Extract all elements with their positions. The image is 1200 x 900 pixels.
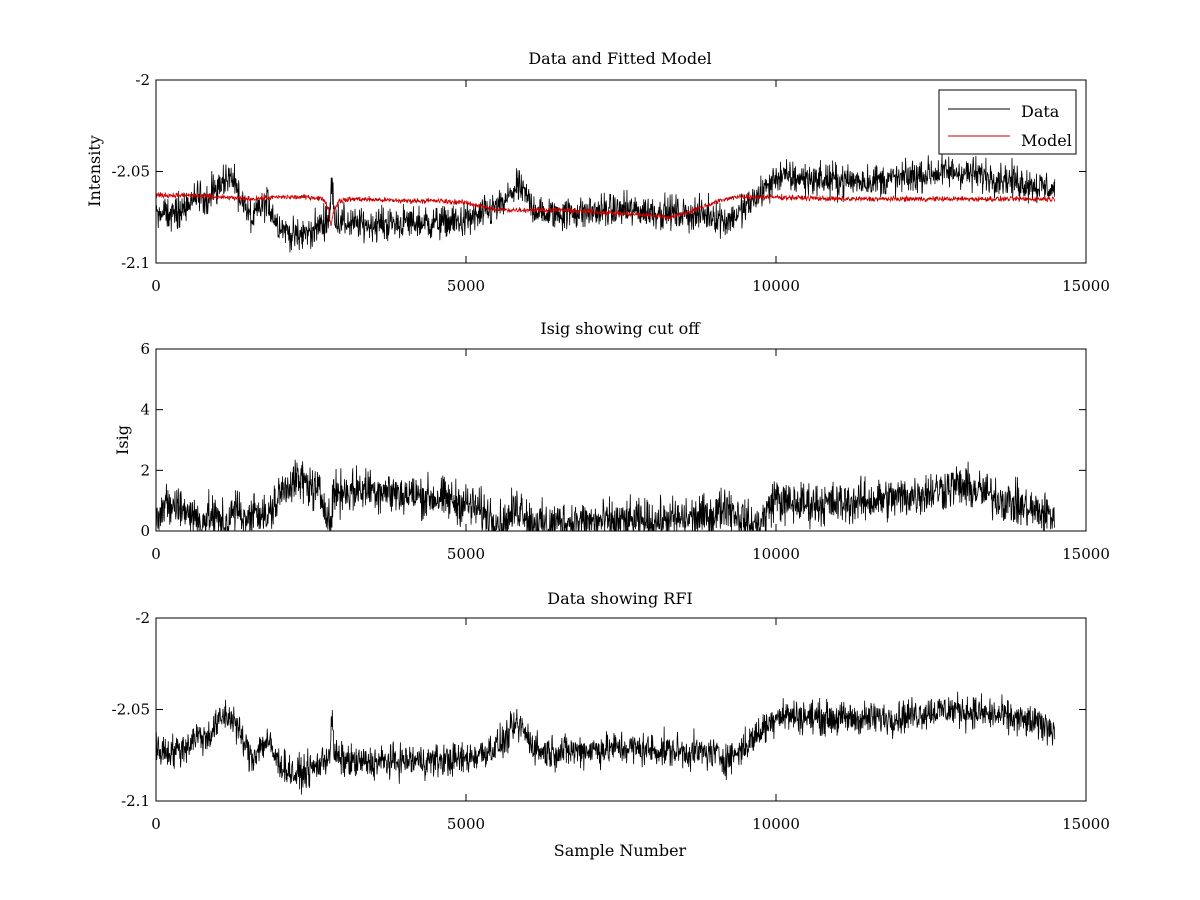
series-line-signal-panel-2: [156, 459, 1056, 531]
panel-2-axes: 0 5000 10000 15000 0 2 4 6: [140, 340, 1109, 563]
x-tick-label: 5000: [447, 277, 485, 295]
y-tick-label: -2.05: [112, 701, 150, 719]
x-tick-label: 10000: [752, 277, 800, 295]
y-tick-label: 6: [140, 340, 150, 358]
y-tick-label: -2.1: [121, 792, 150, 810]
panel-3-xlabel: Sample Number: [554, 841, 687, 860]
panel-2-plot-area: [156, 459, 1056, 531]
legend-box: [938, 89, 1077, 155]
legend-label-model: Model: [1021, 131, 1072, 150]
panel-data-and-model: Data and Fitted Model Intensity 0 5000 100…: [85, 49, 1110, 295]
series-line-signal-panel-3: [156, 691, 1056, 795]
x-tick-label: 5000: [447, 545, 485, 563]
panel-1-axes: 0 5000 10000 15000 -2.1 -2.05 -2: [112, 71, 1110, 295]
x-tick-label: 0: [151, 815, 161, 833]
y-tick-label: -2: [135, 71, 150, 89]
x-tick-label: 5000: [447, 815, 485, 833]
y-tick-label: 4: [140, 401, 150, 419]
x-tick-label: 10000: [752, 815, 800, 833]
series-line-model-panel-1: [156, 191, 1056, 227]
y-tick-label: 2: [140, 461, 150, 479]
x-tick-label: 15000: [1062, 545, 1110, 563]
panel-data-rfi: Data showing RFI 0 5000 10000 15000 -2.1 -2.0…: [112, 589, 1110, 860]
panel-2-title: Isig showing cut off: [540, 319, 701, 338]
y-tick-label: 0: [140, 522, 150, 540]
x-tick-label: 15000: [1062, 277, 1110, 295]
panel-1-title: Data and Fitted Model: [528, 49, 711, 68]
y-tick-label: -2: [135, 609, 150, 627]
y-tick-label: -2.05: [112, 163, 150, 181]
x-tick-label: 10000: [752, 545, 800, 563]
axes-box: [155, 348, 1087, 532]
panel-1-plot-area: [156, 152, 1056, 253]
panel-isig: Isig showing cut off Isig 0 5000 10000 1500…: [113, 319, 1110, 563]
panel-1-ylabel: Intensity: [85, 135, 104, 207]
panel-3-axes: 0 5000 10000 15000 -2.1 -2.05 -2: [112, 609, 1110, 833]
x-tick-label: 15000: [1062, 815, 1110, 833]
legend-label-data: Data: [1021, 102, 1060, 121]
panel-1-legend: Data Model: [938, 89, 1077, 155]
x-tick-label: 0: [151, 277, 161, 295]
series-line-data-panel-1: [156, 152, 1056, 253]
panel-2-ylabel: Isig: [113, 425, 132, 455]
x-tick-label: 0: [151, 545, 161, 563]
panel-3-plot-area: [156, 691, 1056, 795]
panel-3-title: Data showing RFI: [547, 589, 692, 608]
y-tick-label: -2.1: [121, 254, 150, 272]
